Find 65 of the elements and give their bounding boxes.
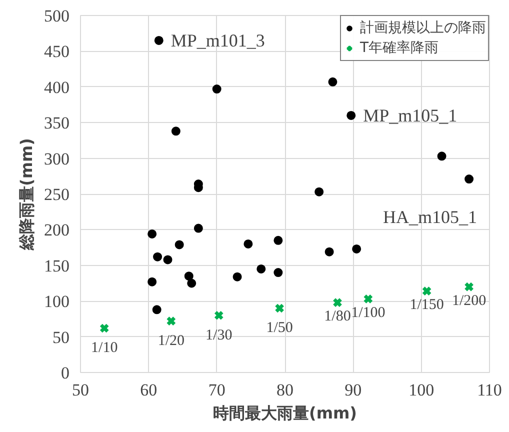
point bbox=[244, 239, 253, 248]
y-tick-label: 500 bbox=[44, 6, 70, 26]
legend-label: 計画規模以上の降雨 bbox=[360, 19, 486, 37]
point bbox=[163, 255, 172, 264]
annotation: 1/50 bbox=[266, 320, 293, 336]
y-axis-title: 総降雨量(mm) bbox=[17, 138, 36, 251]
point bbox=[166, 316, 176, 326]
y-tick-label: 400 bbox=[44, 78, 70, 97]
point bbox=[274, 236, 283, 245]
x-tick-label: 90 bbox=[344, 380, 362, 400]
x-tick-label: 70 bbox=[208, 380, 226, 400]
annotation: 1/80 bbox=[324, 308, 351, 325]
annotation: 1/30 bbox=[206, 327, 232, 344]
legend-label: T年確率降雨 bbox=[360, 39, 439, 57]
point bbox=[184, 272, 194, 281]
point bbox=[154, 36, 164, 45]
annotation: 1/10 bbox=[91, 340, 118, 356]
x-tick-label: 50 bbox=[72, 380, 89, 400]
point bbox=[174, 240, 184, 250]
annotation: 1/100 bbox=[351, 304, 386, 321]
point bbox=[274, 268, 283, 278]
point bbox=[153, 252, 162, 262]
point bbox=[148, 277, 157, 286]
y-tick-label: 50 bbox=[52, 328, 70, 347]
x-tick-label: 80 bbox=[276, 380, 294, 400]
annotation: MP_m105_1 bbox=[363, 105, 458, 126]
point bbox=[352, 244, 362, 254]
y-tick-label: 200 bbox=[44, 220, 70, 240]
annotation: 1/150 bbox=[410, 297, 444, 314]
x-axis-title: 時間最大雨量(mm) bbox=[213, 404, 357, 422]
y-tick-label: 0 bbox=[61, 364, 70, 382]
point bbox=[194, 224, 203, 233]
annotation: HA_m105_1 bbox=[383, 207, 478, 228]
point bbox=[346, 110, 356, 120]
point bbox=[152, 305, 162, 314]
x-tick-label: 100 bbox=[408, 380, 434, 400]
point bbox=[314, 187, 324, 196]
annotation: MP_m101_3 bbox=[170, 30, 265, 50]
point bbox=[148, 229, 157, 238]
y-tick-label: 300 bbox=[44, 149, 70, 168]
point bbox=[256, 264, 266, 274]
x-tick-label: 60 bbox=[140, 380, 158, 400]
point bbox=[187, 278, 196, 288]
annotation: 1/20 bbox=[158, 333, 184, 350]
y-tick-label: 350 bbox=[44, 114, 70, 133]
point bbox=[232, 272, 242, 282]
point bbox=[324, 247, 334, 256]
point bbox=[437, 152, 446, 161]
y-tick-label: 150 bbox=[44, 256, 70, 276]
annotation: 1/200 bbox=[452, 292, 486, 309]
y-tick-label: 250 bbox=[44, 185, 70, 204]
point bbox=[212, 84, 222, 94]
point bbox=[99, 323, 110, 334]
y-tick-label: 100 bbox=[44, 292, 70, 312]
point bbox=[332, 298, 342, 308]
point bbox=[171, 126, 180, 136]
point bbox=[464, 174, 474, 184]
point bbox=[328, 77, 338, 86]
point bbox=[214, 310, 224, 320]
point bbox=[464, 282, 474, 292]
point bbox=[422, 286, 432, 296]
point bbox=[363, 294, 374, 304]
x-tick-label: 110 bbox=[477, 380, 502, 400]
point bbox=[274, 303, 284, 314]
y-tick-label: 450 bbox=[44, 42, 70, 62]
